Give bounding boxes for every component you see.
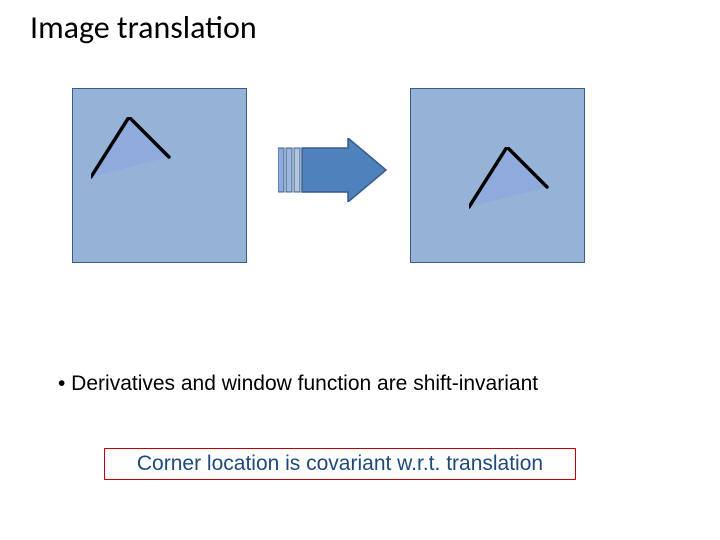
- covariant-box: Corner location is covariant w.r.t. tran…: [104, 448, 576, 480]
- arrow-icon: [278, 138, 388, 202]
- bullet-derivatives: • Derivatives and window function are sh…: [58, 372, 538, 396]
- translation-arrow: [278, 138, 388, 202]
- left-corner-shape: [91, 117, 175, 187]
- right-panel: [410, 88, 585, 263]
- covariant-text: Corner location is covariant w.r.t. tran…: [137, 452, 543, 476]
- right-corner-shape: [469, 147, 553, 217]
- left-panel: [72, 88, 247, 263]
- slide-title: Image translation: [30, 8, 257, 47]
